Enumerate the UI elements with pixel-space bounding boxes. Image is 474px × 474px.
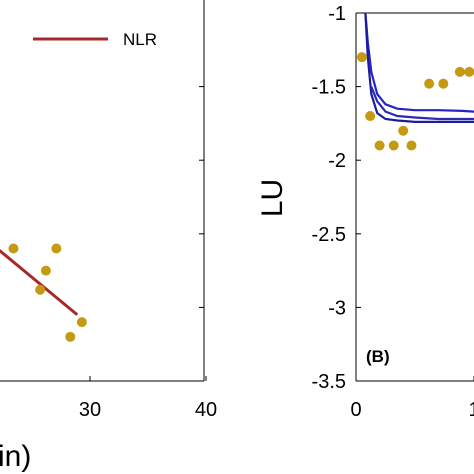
panel-a-points — [8, 243, 87, 342]
panel-a-fit-line — [0, 248, 79, 316]
panel-b-data-point — [438, 78, 449, 89]
panel-b-y-tick-label: -2.5 — [312, 224, 346, 246]
panel-b-data-point — [454, 66, 465, 77]
panel-a-data-point — [40, 265, 51, 276]
panel-b-y-tick-label: -1.5 — [312, 77, 346, 99]
panel-a-y-ticks — [199, 86, 204, 308]
panel-a-data-point — [65, 331, 76, 342]
panel-b-data-point — [464, 66, 474, 77]
panel-b-data-point — [388, 140, 399, 151]
panel-b-y-ticks — [355, 12, 474, 382]
panel-a-data-point — [51, 243, 62, 254]
panel-b-x-tick-label: 1 — [468, 399, 474, 421]
panel-b: -1 -1.5 -2 -2.5 -3 -3.5 0 1 LU (B) — [256, 3, 474, 421]
panel-b-fit-curve — [370, 86, 474, 121]
panel-b-y-tick-label: -3 — [328, 297, 346, 319]
panel-b-label: (B) — [366, 347, 390, 366]
panel-b-fit-curve — [364, 12, 474, 113]
panel-a-data-point — [35, 284, 46, 295]
panel-b-curves — [364, 12, 474, 123]
panel-b-data-point — [424, 78, 435, 89]
panel-b-y-tick-label: -3.5 — [312, 371, 346, 393]
panel-a-data-point — [76, 317, 87, 328]
panel-b-fit-curve — [364, 12, 474, 123]
panel-a-x-axis-label: in) — [0, 440, 31, 473]
panel-a-x-ticks — [89, 376, 207, 381]
panel-a-data-point — [8, 243, 19, 254]
panel-b-points — [356, 52, 474, 151]
panel-b-y-tick-labels: -1 -1.5 -2 -2.5 -3 -3.5 — [312, 3, 346, 393]
panel-b-data-point — [365, 111, 376, 122]
panel-a-fit-line-group — [0, 248, 79, 316]
panel-b-y-axis-label: LU — [256, 179, 289, 217]
panel-b-data-point — [356, 52, 367, 63]
panel-b-x-tick-label: 0 — [350, 399, 361, 421]
panel-a: 30 40 in) NLR — [0, 0, 217, 473]
panel-a-x-tick-label: 40 — [195, 399, 217, 421]
panel-a-x-tick-label: 30 — [79, 399, 101, 421]
panel-b-y-tick-label: -1 — [328, 3, 346, 25]
legend: NLR — [33, 30, 157, 49]
panel-b-y-tick-label: -2 — [328, 150, 346, 172]
panel-b-data-point — [406, 140, 417, 151]
panel-b-data-point — [374, 140, 385, 151]
panel-b-data-point — [398, 125, 409, 136]
legend-label: NLR — [123, 30, 157, 49]
